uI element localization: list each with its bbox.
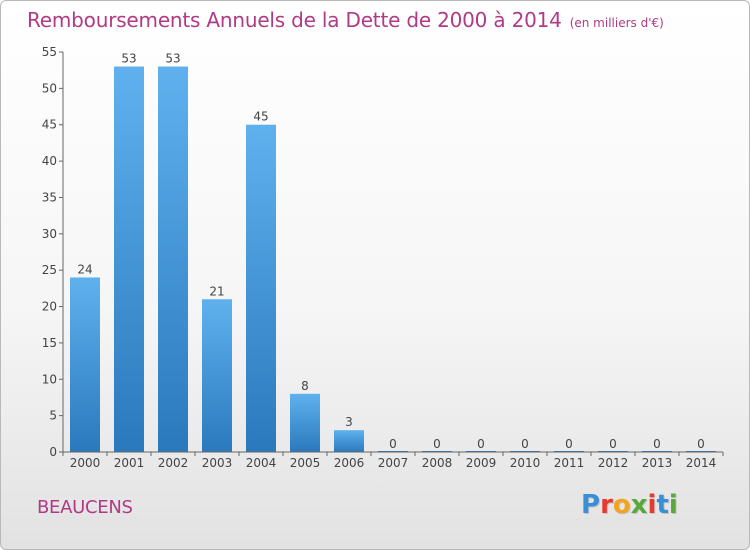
x-tick-label: 2011 — [554, 456, 585, 470]
logo-letter: t — [656, 490, 669, 520]
y-tick-label: 20 — [42, 300, 57, 314]
bar — [114, 66, 144, 452]
y-tick-label: 25 — [42, 263, 57, 277]
data-label: 24 — [77, 262, 92, 276]
data-label: 3 — [345, 415, 353, 429]
bar — [158, 66, 188, 452]
bar — [334, 430, 364, 452]
logo-letter: P — [581, 490, 601, 520]
x-tick-label: 2005 — [290, 456, 321, 470]
data-label: 0 — [521, 437, 529, 451]
logo-letter: r — [600, 490, 613, 520]
data-label: 0 — [477, 437, 485, 451]
data-label: 0 — [565, 437, 573, 451]
data-label: 45 — [253, 110, 268, 124]
data-label: 0 — [433, 437, 441, 451]
y-tick-label: 0 — [49, 445, 57, 459]
title-block: Remboursements Annuels de la Dette de 20… — [27, 8, 664, 32]
logo-letter: i — [668, 490, 678, 520]
data-label: 0 — [697, 437, 705, 451]
x-tick-label: 2007 — [378, 456, 409, 470]
x-tick-label: 2010 — [510, 456, 541, 470]
chart-title: Remboursements Annuels de la Dette de 20… — [27, 8, 562, 32]
proxiti-logo: Proxiti — [581, 490, 678, 520]
x-tick-label: 2000 — [70, 456, 101, 470]
y-tick-label: 50 — [42, 81, 57, 95]
y-tick-label: 55 — [42, 45, 57, 59]
y-tick-label: 35 — [42, 190, 57, 204]
commune-name: BEAUCENS — [37, 497, 133, 518]
x-tick-label: 2001 — [114, 456, 145, 470]
x-tick-label: 2013 — [642, 456, 673, 470]
x-tick-label: 2012 — [598, 456, 629, 470]
data-label: 53 — [165, 52, 180, 66]
bar — [290, 393, 320, 452]
x-tick-label: 2004 — [246, 456, 277, 470]
x-tick-label: 2009 — [466, 456, 497, 470]
axis-layer: 0510152025303540455055200024200153200253… — [42, 45, 724, 470]
data-label: 0 — [389, 437, 397, 451]
x-tick-label: 2014 — [686, 456, 717, 470]
bar — [202, 299, 232, 452]
y-tick-label: 5 — [49, 409, 57, 423]
y-tick-label: 40 — [42, 154, 57, 168]
bars-layer — [70, 66, 716, 453]
x-tick-label: 2002 — [158, 456, 189, 470]
data-label: 21 — [209, 284, 224, 298]
data-label: 8 — [301, 379, 309, 393]
chart-unit: (en milliers d'€) — [569, 16, 664, 30]
logo-letter: o — [612, 490, 631, 520]
bar — [246, 124, 276, 453]
y-tick-label: 30 — [42, 227, 57, 241]
logo-letter: x — [630, 490, 648, 520]
bar — [70, 277, 100, 452]
data-label: 0 — [653, 437, 661, 451]
logo-letter: i — [647, 490, 657, 520]
x-tick-label: 2006 — [334, 456, 365, 470]
data-label: 0 — [609, 437, 617, 451]
x-tick-label: 2008 — [422, 456, 453, 470]
data-label: 53 — [121, 52, 136, 66]
y-tick-label: 10 — [42, 372, 57, 386]
y-tick-label: 15 — [42, 336, 57, 350]
x-tick-label: 2003 — [202, 456, 233, 470]
y-tick-label: 45 — [42, 118, 57, 132]
